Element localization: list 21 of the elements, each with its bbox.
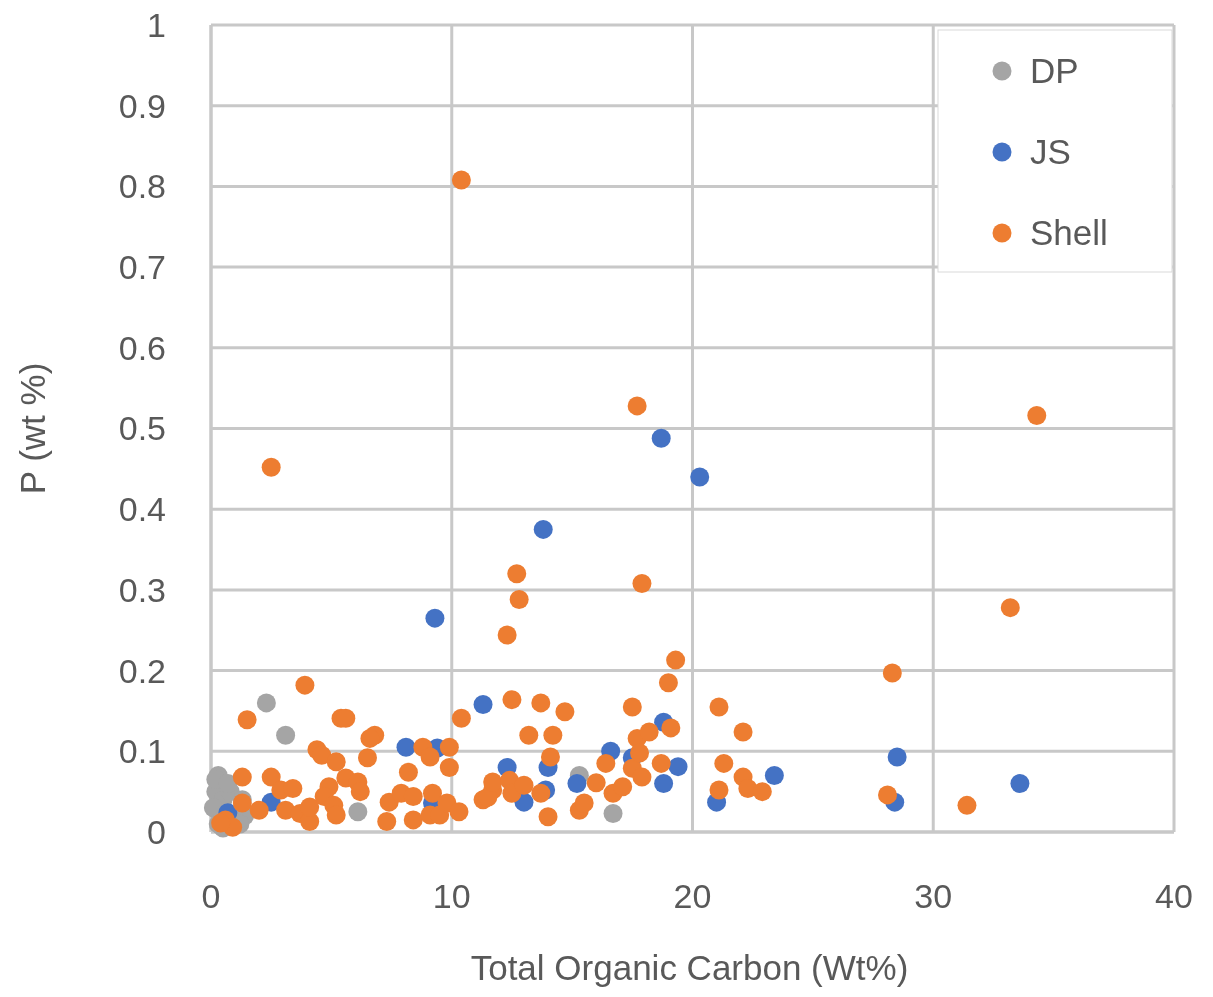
- legend-label: Shell: [1030, 213, 1108, 252]
- y-tick-label: 0.3: [118, 570, 166, 609]
- x-tick-label: 40: [1155, 877, 1193, 915]
- legend-label: JS: [1030, 132, 1071, 171]
- y-tick-label: 0.5: [118, 409, 166, 448]
- x-tick-label: 30: [914, 877, 953, 915]
- y-axis-title: P (wt %): [13, 362, 52, 495]
- y-tick-label: 0.7: [118, 248, 166, 286]
- y-tick-label: 0.1: [118, 732, 166, 771]
- y-tick-label: 0.6: [118, 328, 166, 367]
- y-tick-label: 0.2: [118, 651, 166, 690]
- x-tick-label: 20: [673, 877, 712, 915]
- y-tick-label: 0: [147, 812, 166, 851]
- x-tick-label: 10: [432, 877, 471, 915]
- x-axis-title: Total Organic Carbon (Wt%): [470, 948, 909, 987]
- x-tick-label: 0: [201, 877, 221, 915]
- legend-label: DP: [1030, 51, 1079, 90]
- y-tick-label: 1: [147, 5, 166, 44]
- y-tick-label: 0.8: [118, 167, 166, 206]
- y-tick-label: 0.4: [118, 490, 166, 529]
- y-tick-label: 0.9: [118, 86, 166, 125]
